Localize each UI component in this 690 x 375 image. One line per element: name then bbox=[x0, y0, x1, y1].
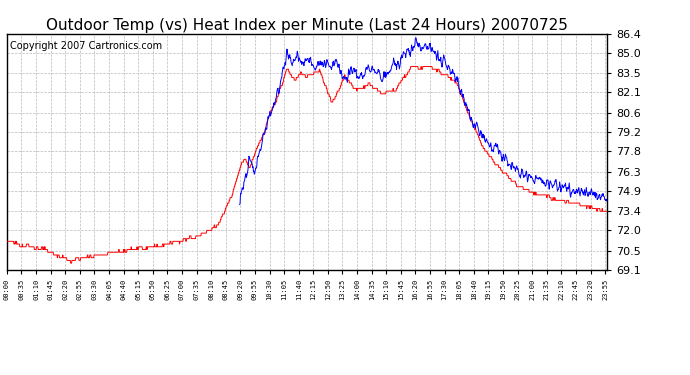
Text: Copyright 2007 Cartronics.com: Copyright 2007 Cartronics.com bbox=[10, 41, 162, 51]
Title: Outdoor Temp (vs) Heat Index per Minute (Last 24 Hours) 20070725: Outdoor Temp (vs) Heat Index per Minute … bbox=[46, 18, 568, 33]
